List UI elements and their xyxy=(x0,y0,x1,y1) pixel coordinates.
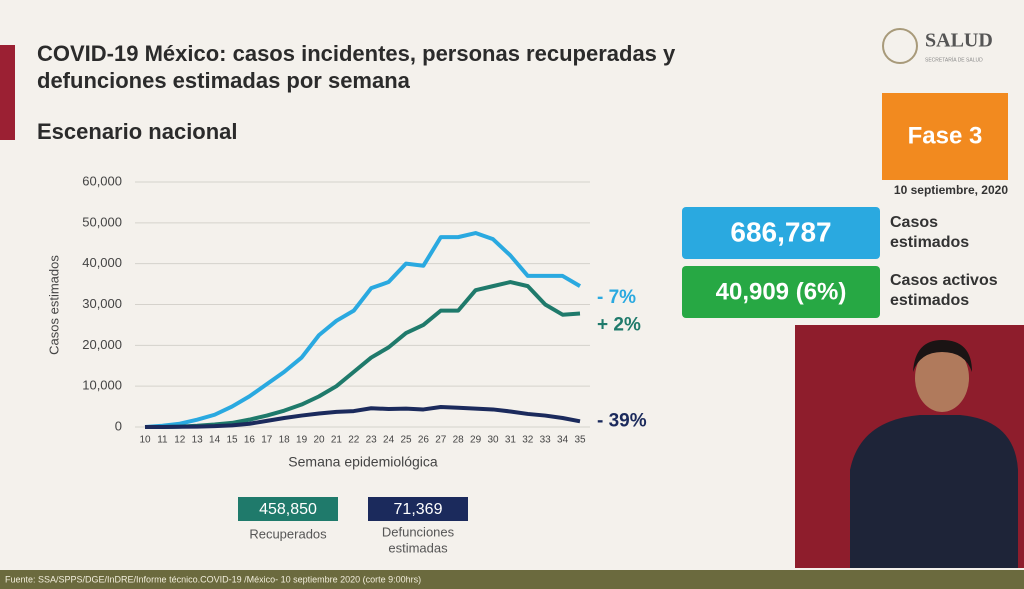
footer-bar xyxy=(0,570,1024,589)
total-value: 458,850 xyxy=(259,501,317,518)
total-value: 71,369 xyxy=(394,501,443,518)
x-tick-label: 13 xyxy=(192,435,204,446)
x-tick-label: 19 xyxy=(296,435,308,446)
x-tick-label: 22 xyxy=(348,435,360,446)
phase: Fase 3 xyxy=(908,122,983,149)
end-label: - 7% xyxy=(597,287,636,308)
logo: SALUD xyxy=(925,30,993,52)
y-tick-label: 20,000 xyxy=(82,337,122,352)
logo-sub: SECRETARÍA DE SALUD xyxy=(925,56,983,63)
x-tick-label: 26 xyxy=(418,435,430,446)
interpreter-head xyxy=(915,344,969,412)
end-label: + 2% xyxy=(597,314,641,335)
y-tick-label: 10,000 xyxy=(82,378,122,393)
y-tick-label: 30,000 xyxy=(82,296,122,311)
total-label: Recuperados xyxy=(249,526,327,541)
logo-emblem xyxy=(882,28,918,64)
interpreter-hair xyxy=(913,340,972,372)
x-tick-label: 14 xyxy=(209,435,221,446)
x-tick-label: 12 xyxy=(174,435,186,446)
y-axis-label: Casos estimados xyxy=(46,255,61,355)
x-tick-label: 16 xyxy=(244,435,256,446)
x-tick-label: 30 xyxy=(487,435,499,446)
y-tick-label: 0 xyxy=(115,418,122,433)
total-box xyxy=(368,497,468,521)
x-tick-label: 11 xyxy=(157,435,168,446)
x-tick-label: 31 xyxy=(505,435,517,446)
end-label: - 39% xyxy=(597,410,647,431)
x-tick-label: 15 xyxy=(226,435,238,446)
x-tick-label: 35 xyxy=(574,435,586,446)
x-tick-label: 33 xyxy=(540,435,552,446)
x-tick-label: 27 xyxy=(435,435,447,446)
stat-label: estimados xyxy=(890,292,969,309)
x-tick-label: 34 xyxy=(557,435,569,446)
y-tick-label: 60,000 xyxy=(82,173,122,188)
phase-box xyxy=(882,93,1008,180)
x-tick-label: 28 xyxy=(453,435,465,446)
interpreter-body xyxy=(850,415,1018,568)
line xyxy=(144,231,582,429)
subtitle: Escenario nacional xyxy=(37,119,238,144)
y-tick-label: 50,000 xyxy=(82,214,122,229)
x-tick-label: 32 xyxy=(522,435,534,446)
x-tick-label: 29 xyxy=(470,435,482,446)
total-label: estimadas xyxy=(388,540,448,555)
x-tick-label: 20 xyxy=(313,435,325,446)
x-tick-label: 10 xyxy=(139,435,151,446)
line xyxy=(145,404,581,429)
stat-label: estimados xyxy=(890,234,969,251)
x-tick-label: 24 xyxy=(383,435,395,446)
stat-value: 686,787 xyxy=(730,216,831,247)
date: 10 septiembre, 2020 xyxy=(894,183,1008,197)
accent-bar xyxy=(0,45,15,140)
total-box xyxy=(238,497,338,521)
stat-box xyxy=(682,266,880,318)
y-tick-label: 40,000 xyxy=(82,255,122,270)
title: defunciones estimadas por semana xyxy=(37,68,411,93)
footer: Fuente: SSA/SPPS/DGE/InDRE/Informe técni… xyxy=(5,574,421,584)
x-tick-label: 17 xyxy=(261,435,273,446)
stat-label: Casos activos xyxy=(890,272,998,289)
x-tick-label: 21 xyxy=(331,435,343,446)
stat-value: 40,909 (6%) xyxy=(716,278,847,305)
x-tick-label: 23 xyxy=(366,435,378,446)
stat-box xyxy=(682,207,880,259)
x-tick-label: 18 xyxy=(279,435,291,446)
x-tick-label: 25 xyxy=(400,435,412,446)
stat-label: Casos xyxy=(890,214,938,231)
x-axis-label: Semana epidemiológica xyxy=(288,454,438,470)
title: COVID-19 México: casos incidentes, perso… xyxy=(37,41,676,66)
total-label: Defunciones xyxy=(382,524,455,539)
